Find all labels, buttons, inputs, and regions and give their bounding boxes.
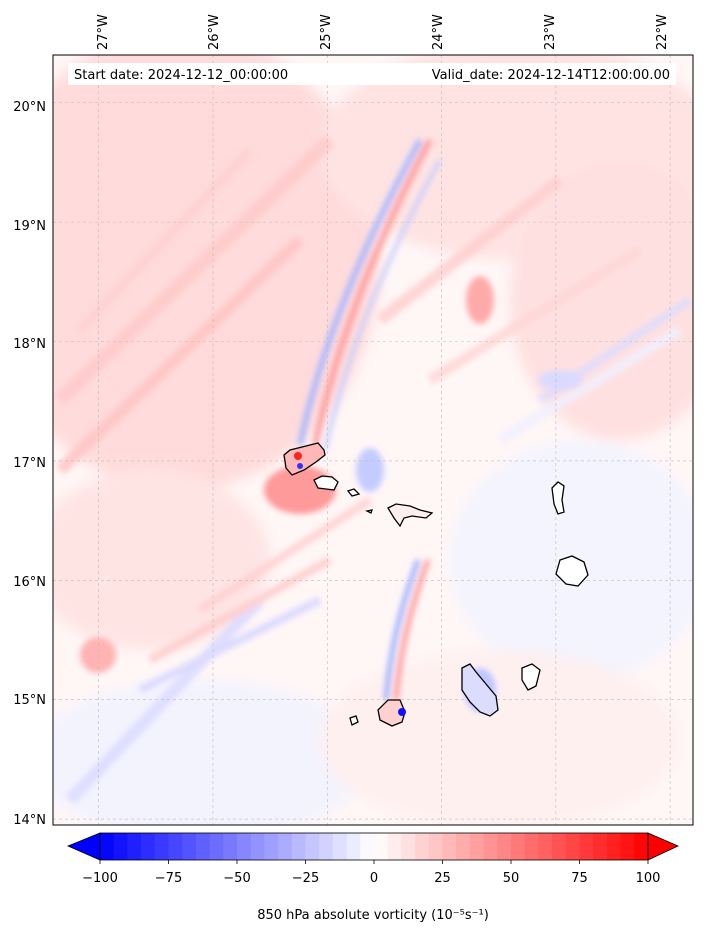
island-santa-luzia [346, 488, 361, 497]
colorbar-segment [634, 833, 649, 860]
colorbar-segment [620, 833, 635, 860]
colorbar-tick-label: −100 [82, 871, 118, 886]
islands-layer [283, 442, 589, 727]
colorbar-segments [100, 833, 649, 860]
lat-tick-label: 15°N [13, 693, 46, 708]
lat-tick-label: 16°N [13, 575, 46, 590]
island-sao-nicolau [387, 503, 434, 528]
colorbar-segment [524, 833, 539, 860]
lon-tick-label: 22°W [655, 14, 670, 50]
lat-tick-label: 14°N [13, 813, 46, 828]
colorbar-segment [552, 833, 567, 860]
lon-tick-label: 26°W [207, 14, 222, 50]
island-boa-vista [555, 555, 589, 587]
colorbar-tick-label: 25 [434, 871, 451, 886]
colorbar-segment [154, 833, 169, 860]
colorbar-segment [360, 833, 375, 860]
colorbar-segment [456, 833, 471, 860]
longitude-axis: 27°W 26°W 25°W 24°W 23°W 22°W [96, 14, 670, 50]
map-frame [52, 54, 694, 826]
colorbar-segment [264, 833, 279, 860]
island-fogo [377, 699, 406, 727]
colorbar-extend-high [647, 832, 679, 861]
colorbar-tick-label: −75 [155, 871, 182, 886]
colorbar-tick-label: 100 [636, 871, 661, 886]
colorbar-segment [291, 833, 306, 860]
colorbar-segment [593, 833, 608, 860]
colorbar-segment [374, 833, 389, 860]
colorbar-segment [168, 833, 183, 860]
colorbar-segment [237, 833, 252, 860]
colorbar-tick-label: −25 [292, 871, 319, 886]
lon-tick-label: 27°W [96, 14, 111, 50]
colorbar-segment [332, 833, 348, 860]
colorbar-segment [579, 833, 594, 860]
colorbar-segment [127, 833, 142, 860]
lat-tick-label: 19°N [13, 219, 46, 234]
header-box [68, 63, 676, 85]
map-gridlines [53, 55, 693, 825]
colorbar-segment [606, 833, 622, 860]
colorbar-segment [100, 833, 115, 860]
colorbar-segment [538, 833, 553, 860]
valid-date-label: Valid_date: 2024-12-14T12:00:00.00 [432, 68, 670, 83]
island-brava [349, 715, 359, 726]
colorbar-segment [511, 833, 526, 860]
island-santo-antao [283, 442, 326, 476]
colorbar-segment [497, 833, 512, 860]
island-sal [551, 481, 565, 515]
island-maio [521, 663, 541, 691]
colorbar-segment [182, 833, 197, 860]
colorbar-segment [319, 833, 334, 860]
colorbar-segment [250, 833, 265, 860]
colorbar-segment [442, 833, 457, 860]
colorbar-segment [387, 833, 402, 860]
island-branco [365, 509, 373, 514]
colorbar-segment [195, 833, 211, 860]
lat-tick-label: 20°N [13, 100, 46, 115]
latitude-axis: 20°N 19°N 18°N 17°N 16°N 15°N 14°N [13, 100, 46, 828]
colorbar-segment [209, 833, 224, 860]
colorbar-segment [565, 833, 580, 860]
island-santiago [461, 663, 499, 717]
colorbar-segment [113, 833, 128, 860]
colorbar-segment [278, 833, 293, 860]
lat-tick-label: 17°N [13, 456, 46, 471]
lat-tick-label: 18°N [13, 337, 46, 352]
colorbar-tick-label: −50 [223, 871, 250, 886]
colorbar-tick-label: 75 [571, 871, 588, 886]
colorbar-label: 850 hPa absolute vorticity (10⁻⁵s⁻¹) [257, 908, 489, 923]
colorbar-segment [346, 833, 361, 860]
lon-tick-label: 25°W [319, 14, 334, 50]
colorbar-tick-label: 0 [370, 871, 378, 886]
colorbar-segment [141, 833, 156, 860]
colorbar-segment [469, 833, 485, 860]
colorbar-segment [415, 833, 430, 860]
colorbar-segment [305, 833, 320, 860]
colorbar-segment [428, 833, 443, 860]
colorbar-segment [223, 833, 238, 860]
island-sao-vicente [313, 475, 339, 491]
start-date-label: Start date: 2024-12-12_00:00:00 [74, 68, 288, 83]
vorticity-field [53, 55, 693, 825]
colorbar-segment [401, 833, 416, 860]
colorbar-segment [483, 833, 498, 860]
lon-tick-label: 24°W [431, 14, 446, 50]
colorbar-extend-low [66, 832, 101, 861]
lon-tick-label: 23°W [543, 14, 558, 50]
colorbar: −100 −75 −50 −25 0 25 50 75 100 850 hPa absolute… [66, 832, 679, 923]
colorbar-tick-label: 50 [503, 871, 520, 886]
colorbar-ticks: −100 −75 −50 −25 0 25 50 75 100 [82, 860, 660, 886]
